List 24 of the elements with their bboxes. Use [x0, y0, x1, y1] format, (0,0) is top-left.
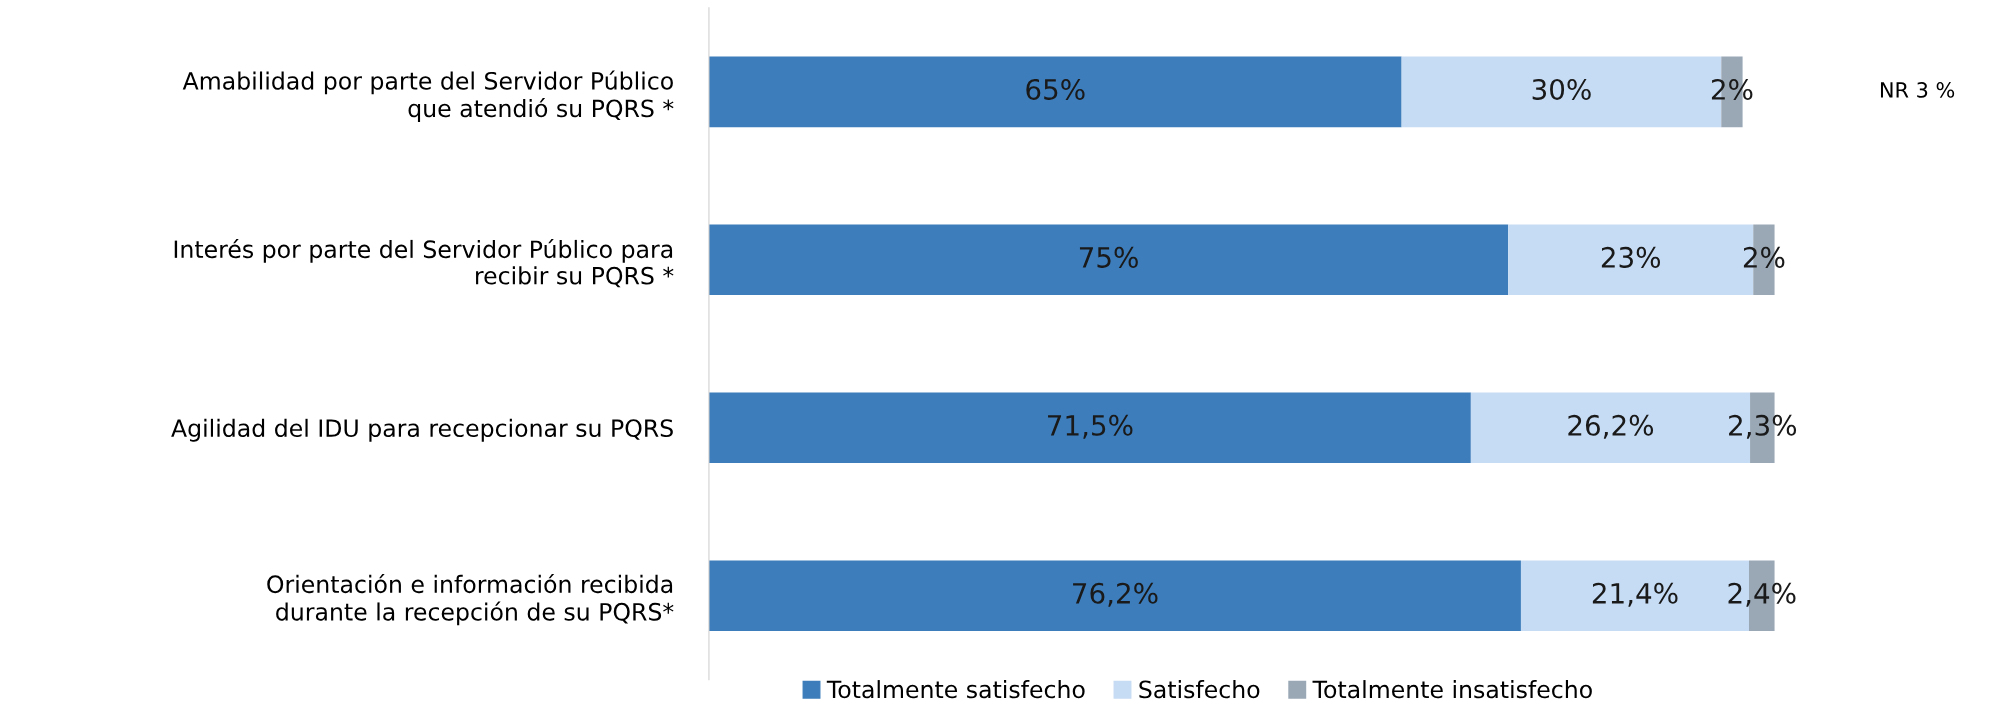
y-tick-label: Interés por parte del Servidor Público para recibir su PQRS * — [174, 238, 674, 288]
bar — [708, 392, 1471, 464]
data-label: 2% — [1743, 246, 1785, 268]
data-label: 2,4% — [1728, 582, 1796, 607]
data-label: 65% — [1026, 78, 1085, 100]
data-label: 2% — [1711, 78, 1753, 100]
data-label: 2,3% — [1729, 414, 1797, 439]
data-label: 71,5% — [1048, 414, 1133, 439]
bar — [708, 560, 1521, 632]
data-label: 30% — [1532, 78, 1591, 100]
legend-label: Totalmente satisfecho — [826, 680, 1085, 699]
y-tick-label: Amabilidad por parte del Servidor Público que atendió su PQRS * — [182, 70, 674, 122]
y-tick-label: Orientación e información recibida durante la recepción de su PQRS* — [267, 573, 674, 626]
data-label: 75% — [1079, 246, 1138, 268]
text: NR 3 % — [1880, 82, 1955, 98]
legend-label: Satisfecho — [1139, 680, 1260, 699]
y-tick-label: Agilidad del IDU para recepcionar su PQRS — [171, 418, 673, 442]
data-label: 23% — [1601, 246, 1661, 268]
data-label: 76,2% — [1073, 582, 1158, 607]
data-label: 21,4% — [1592, 582, 1678, 607]
bar — [708, 56, 1402, 128]
bar — [708, 224, 1509, 296]
legend-label: Totalmente insatisfecho — [1312, 680, 1592, 699]
data-label: 26,2% — [1568, 414, 1654, 439]
